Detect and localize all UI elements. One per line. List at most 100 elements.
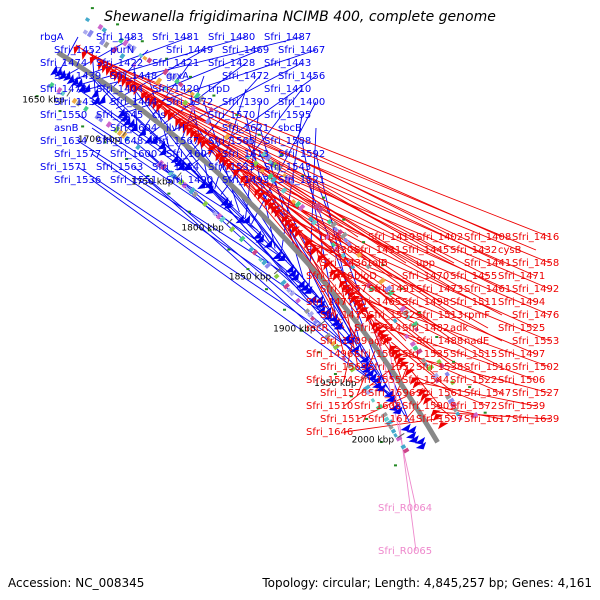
category-block	[436, 359, 442, 365]
marker-dot	[381, 264, 385, 267]
category-block	[282, 173, 288, 179]
category-block	[167, 169, 174, 177]
category-block	[270, 176, 278, 184]
category-block	[312, 319, 319, 325]
marker-dot	[125, 157, 129, 160]
gene-label: Sfri_1561	[416, 388, 463, 399]
reverse-gene-arrow	[141, 91, 149, 102]
marker-dot	[468, 386, 472, 389]
category-block	[404, 333, 410, 340]
gene-label: Sfri_1448	[110, 71, 157, 82]
leader-line	[374, 319, 417, 509]
forward-gene-arrow	[176, 161, 185, 171]
gene-label: Sfri_1419	[368, 232, 415, 243]
category-block	[171, 173, 177, 180]
reverse-gene-arrow	[359, 307, 370, 315]
category-block	[349, 366, 357, 373]
gene-label: Sfri_1527	[512, 388, 559, 399]
leader-line	[91, 179, 392, 395]
reverse-gene-arrow	[215, 152, 224, 162]
category-block	[343, 237, 349, 244]
gene-label: Sfri_1430	[306, 245, 353, 256]
gene-label: Sfri_1513	[416, 310, 463, 321]
category-block	[202, 200, 209, 207]
gene-label: Sfri_1410	[264, 84, 311, 95]
category-block	[146, 57, 153, 64]
category-block	[103, 41, 110, 49]
category-block	[138, 52, 144, 58]
gene-label: Sfri_1420	[152, 84, 199, 95]
reverse-gene-arrow	[310, 247, 320, 256]
category-block	[208, 106, 215, 113]
forward-gene-arrow	[220, 196, 229, 206]
leader-line	[242, 173, 359, 316]
tick-mark	[273, 268, 281, 275]
gene-label: Sfri_1416	[512, 232, 559, 243]
tick-label: 1750 kbp	[131, 178, 174, 188]
category-block	[135, 144, 141, 151]
forward-gene-arrow	[385, 394, 396, 403]
gene-label: Sfri_1400	[278, 97, 325, 108]
category-block	[124, 135, 131, 142]
reverse-gene-arrow	[109, 68, 118, 79]
gene-label: Sfri_R0065	[378, 546, 432, 557]
gene-label: Sfri_1646	[306, 427, 353, 438]
leader-line	[133, 62, 137, 124]
forward-gene-arrow	[314, 295, 324, 303]
forward-gene-arrow	[341, 333, 352, 342]
forward-gene-arrow	[205, 185, 214, 195]
category-block	[273, 273, 280, 280]
reverse-gene-arrow	[284, 219, 294, 228]
leader-line	[262, 192, 551, 316]
category-block	[426, 364, 435, 372]
marker-dot	[300, 329, 304, 332]
leader-line	[374, 319, 489, 381]
gene-label: truA	[320, 232, 341, 243]
gene-label: Sfri_1588	[264, 136, 311, 147]
category-block	[455, 411, 461, 417]
gene-label: Sfri_1550	[40, 110, 87, 121]
leader-line	[122, 75, 489, 251]
leader-line	[343, 358, 404, 407]
gene-label: Sfri_1572	[450, 401, 497, 412]
gene-label: Sfri_1458	[512, 258, 559, 269]
gene-label: Sfri_1481	[152, 32, 199, 43]
category-block	[346, 361, 355, 369]
category-block	[122, 39, 129, 47]
category-block	[316, 206, 325, 214]
category-block	[181, 182, 188, 189]
gene-label: Sfri_1614	[368, 414, 415, 425]
category-block	[452, 406, 459, 413]
gene-label: Sfri_1600	[110, 149, 157, 160]
leader-line	[306, 238, 503, 342]
reverse-gene-arrow	[105, 66, 114, 76]
leader-line	[220, 88, 303, 195]
gene-label: asnB	[54, 123, 79, 134]
category-block	[387, 289, 395, 297]
reverse-gene-arrow	[390, 349, 401, 358]
leader-line	[419, 382, 537, 407]
category-block	[162, 85, 168, 91]
category-block	[390, 428, 397, 434]
category-block	[75, 99, 83, 107]
gene-label: Sfri_1595	[264, 110, 311, 121]
leader-line	[232, 163, 489, 303]
marker-dot	[399, 287, 403, 290]
leader-line	[200, 136, 455, 290]
category-block	[350, 264, 356, 270]
category-block	[392, 318, 398, 324]
category-block	[280, 187, 288, 194]
gene-label: recR	[306, 323, 329, 334]
reverse-gene-arrow	[89, 55, 98, 66]
forward-gene-arrow	[117, 107, 126, 118]
gene-label: trpD	[208, 84, 230, 95]
category-block	[291, 199, 297, 205]
forward-gene-arrow	[182, 161, 191, 171]
category-block	[283, 282, 290, 290]
category-block	[258, 257, 263, 263]
category-block	[156, 159, 165, 168]
category-block	[204, 117, 212, 125]
gene-label: Sfri_1473	[416, 284, 463, 295]
forward-gene-arrow	[50, 65, 58, 76]
category-block	[356, 252, 363, 259]
